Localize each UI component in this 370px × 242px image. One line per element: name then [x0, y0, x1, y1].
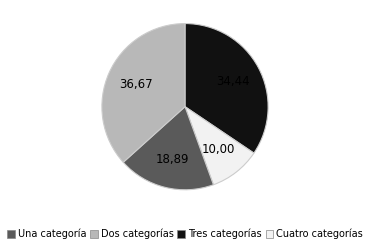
- Text: 18,89: 18,89: [155, 152, 189, 166]
- Wedge shape: [123, 107, 213, 190]
- Text: 34,44: 34,44: [216, 75, 249, 88]
- Legend: Una categoría, Dos categorías, Tres categorías, Cuatro categorías: Una categoría, Dos categorías, Tres cate…: [3, 225, 367, 242]
- Wedge shape: [185, 107, 254, 185]
- Text: 36,67: 36,67: [119, 78, 152, 91]
- Wedge shape: [102, 23, 185, 162]
- Wedge shape: [185, 23, 268, 153]
- Text: 10,00: 10,00: [202, 143, 235, 156]
